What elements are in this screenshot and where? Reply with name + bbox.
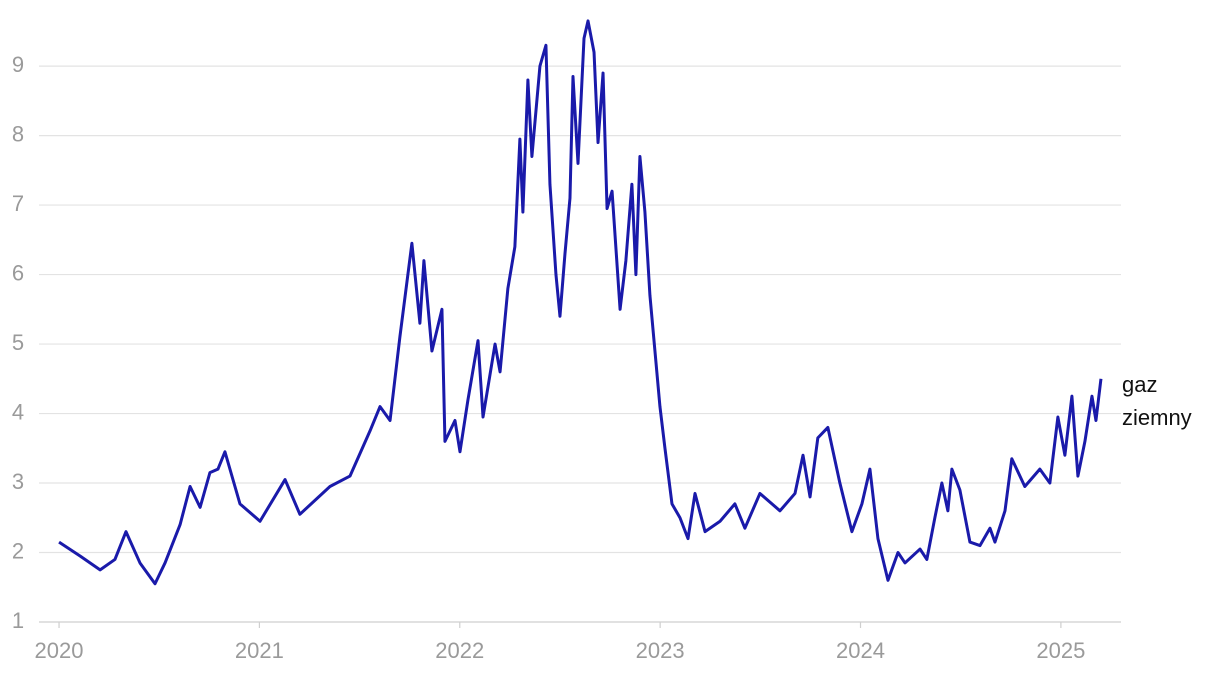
- y-tick-label: 3: [12, 469, 24, 494]
- y-tick-label: 5: [12, 330, 24, 355]
- x-tick-label: 2022: [435, 638, 484, 663]
- x-tick-label: 2025: [1036, 638, 1085, 663]
- x-tick-label: 2020: [35, 638, 84, 663]
- y-tick-label: 4: [12, 399, 24, 424]
- y-tick-label: 2: [12, 538, 24, 563]
- y-tick-label: 8: [12, 121, 24, 146]
- x-tick-label: 2023: [636, 638, 685, 663]
- y-tick-label: 6: [12, 260, 24, 285]
- y-tick-label: 7: [12, 191, 24, 216]
- y-tick-label: 1: [12, 608, 24, 633]
- series-line: [58, 19, 1103, 586]
- series-label: gaz ziemny: [1122, 372, 1192, 430]
- y-tick-label: 9: [12, 52, 24, 77]
- x-tick-label: 2021: [235, 638, 284, 663]
- x-tick-label: 2024: [836, 638, 885, 663]
